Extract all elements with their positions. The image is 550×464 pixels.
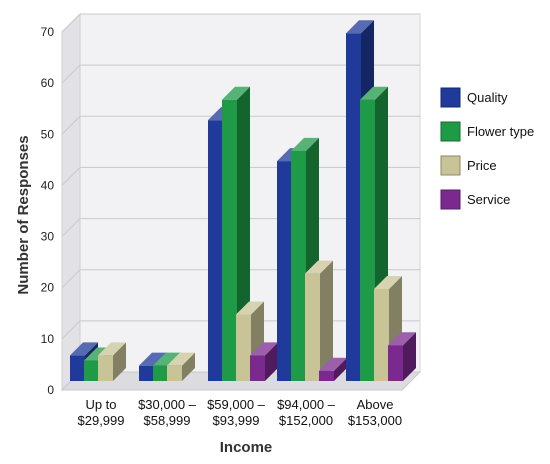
legend-swatch [440, 155, 461, 176]
bar [319, 357, 347, 381]
legend-swatch [440, 87, 461, 108]
legend-label: Flower type [467, 124, 534, 139]
x-tick-label: $94,000 – $152,000 [277, 397, 336, 428]
legend: Quality Flower type Price Service [440, 87, 534, 210]
y-tick-label: 60 [41, 76, 55, 90]
gridline-side [61, 115, 81, 135]
y-tick-label: 40 [41, 178, 55, 192]
x-tick-label: Up to $29,999 [78, 397, 125, 428]
y-tick-label: 0 [47, 383, 54, 397]
x-tick-label: $30,000 – $58,999 [138, 397, 197, 428]
y-tick-label: 70 [41, 25, 55, 39]
y-tick-label: 10 [41, 332, 55, 346]
x-tick-label: Above $153,000 [348, 397, 402, 428]
bars [70, 20, 416, 382]
bar [305, 260, 333, 381]
legend-swatch [440, 121, 461, 142]
legend-label: Price [467, 158, 497, 173]
gridline-side [61, 320, 81, 340]
x-axis-categories: Up to $29,999 $30,000 – $58,999 $59,000 – $93… [78, 397, 403, 428]
legend-label: Quality [467, 90, 508, 105]
legend-item: Service [440, 189, 510, 210]
y-axis-title: Number of Responses [15, 135, 32, 294]
gridline-side [61, 64, 81, 84]
y-axis-ticks: 0 10 20 30 40 50 60 70 [41, 25, 55, 397]
y-tick-label: 30 [41, 230, 55, 244]
y-tick-label: 20 [41, 281, 55, 295]
bar [98, 342, 126, 381]
gridline-side [61, 13, 81, 33]
side-wall [61, 12, 81, 392]
bar [388, 332, 416, 381]
legend-swatch [440, 189, 461, 210]
legend-item: Price [440, 155, 497, 176]
bar [250, 342, 278, 381]
legend-item: Flower type [440, 121, 534, 142]
x-tick-label: $59,000 – $93,999 [207, 397, 266, 428]
x-axis-title: Income [220, 439, 273, 456]
gridline-side [61, 269, 81, 289]
gridline-side [61, 167, 81, 186]
bar [167, 352, 195, 381]
y-tick-label: 50 [41, 127, 55, 141]
legend-label: Service [467, 192, 510, 207]
gridline-side [61, 218, 81, 237]
legend-item: Quality [440, 87, 508, 108]
